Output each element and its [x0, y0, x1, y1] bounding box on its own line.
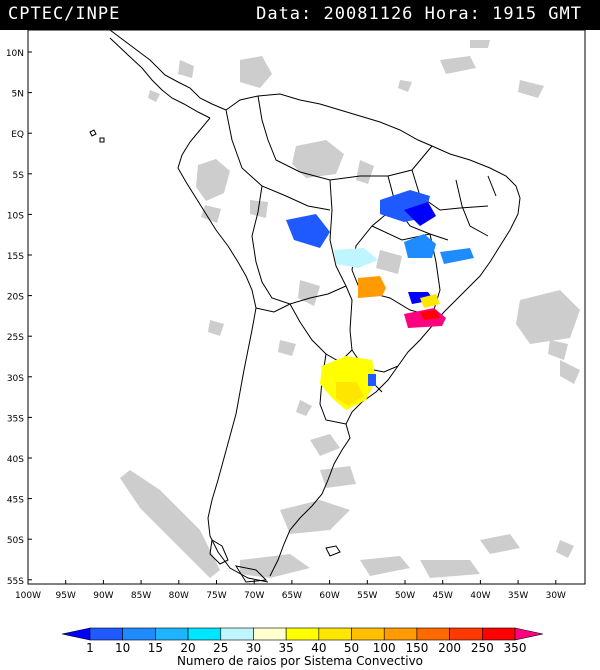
colorbar-tick-label: 15: [148, 641, 163, 655]
cell-blue-uruguay: [368, 374, 376, 386]
lat-label: 5S: [13, 171, 25, 181]
cell-blue-west: [286, 214, 330, 248]
colorbar-tick-label: 250: [471, 641, 494, 655]
colorbar-segment: [416, 627, 450, 641]
lon-label: 30W: [546, 591, 566, 601]
colorbar-tick-label: 1: [86, 641, 94, 655]
colorbar-segment: [253, 627, 287, 641]
cell-red2: [420, 310, 440, 320]
cell-yellow-2: [336, 382, 364, 406]
cell-blue-east: [404, 234, 436, 258]
cell-blue-north2: [404, 202, 436, 226]
colorbar-segment: [89, 627, 123, 641]
cell-blue-east2: [440, 248, 474, 264]
colorbar-segment: [351, 627, 385, 641]
colorbar-tick-label: 100: [373, 641, 396, 655]
colorbar-tick-label: 20: [180, 641, 195, 655]
colorbar-segment: [482, 627, 516, 641]
colorbar-tick-label: 10: [115, 641, 130, 655]
cell-orange: [358, 276, 386, 298]
coastlines: [89, 29, 521, 583]
title-bar: CPTEC/INPE Data: 20081126 Hora: 1915 GMT: [0, 0, 600, 30]
lat-label: 20S: [7, 293, 24, 303]
colorbar-tick-labels: 1 10 15 20 25 30 35 40 50 100 150 200 250 350: [86, 641, 526, 655]
date-value: 20081126: [323, 4, 414, 24]
data-label: Data:: [256, 4, 313, 24]
map-frame: [27, 29, 586, 585]
lon-label: 55W: [357, 591, 377, 601]
lat-label: 25S: [7, 333, 24, 343]
lon-label: 70W: [244, 591, 264, 601]
colorbar-tick-label: 25: [213, 641, 228, 655]
lon-label: 65W: [282, 591, 302, 601]
colorbar-left-arrow: [61, 627, 91, 641]
colorbar-tick-label: 200: [438, 641, 461, 655]
colorbar-title: Numero de raios por Sistema Convectivo: [176, 654, 424, 668]
lat-label: 5N: [12, 90, 24, 100]
colorbar-segment: [383, 627, 418, 641]
lat-label: 55S: [7, 577, 24, 587]
lon-label: 100W: [15, 591, 41, 601]
lat-label: 30S: [7, 374, 24, 384]
colorbar-tick-label: 40: [311, 641, 326, 655]
lat-label: 15S: [7, 252, 24, 262]
time-value: 1915 GMT: [492, 4, 582, 24]
hora-label: Hora:: [424, 4, 481, 24]
lat-label: 10S: [7, 211, 24, 221]
source-label: CPTEC/INPE: [8, 4, 121, 24]
lon-label: 80W: [169, 591, 189, 601]
lon-label: 95W: [56, 591, 76, 601]
lat-label: EQ: [11, 130, 24, 140]
lon-label: 90W: [93, 591, 113, 601]
latitude-labels: 10N 5N EQ 5S 10S 15S 20S 25S 30S 35S 40S 45S 50S 55S: [6, 49, 32, 587]
lat-label: 10N: [6, 49, 24, 59]
lat-label: 35S: [7, 414, 24, 424]
lon-label: 75W: [206, 591, 226, 601]
lat-label: 45S: [7, 496, 24, 506]
longitude-labels: 100W 95W 90W 85W 80W 75W 70W 65W 60W 55W 50W 45W 40W…: [15, 580, 566, 601]
datetime-label: Data: 20081126 Hora: 1915 GMT: [256, 4, 582, 24]
lon-label: 85W: [131, 591, 151, 601]
colorbar-right-arrow: [514, 627, 544, 641]
colorbar-segment: [449, 627, 483, 641]
lon-label: 45W: [433, 591, 453, 601]
colorbar-segment: [155, 627, 189, 641]
colorbar-segment: [285, 627, 320, 641]
colorbar-tick-label: 350: [504, 641, 527, 655]
colorbar-segment: [220, 627, 254, 641]
cell-cyan: [334, 248, 378, 268]
colorbar-segment: [318, 627, 352, 641]
colorbar-tick-label: 35: [279, 641, 294, 655]
lon-label: 50W: [395, 591, 415, 601]
lon-label: 40W: [470, 591, 490, 601]
colorbar-tick-label: 50: [344, 641, 359, 655]
colorbar-segment: [187, 627, 222, 641]
cloud-cover: [120, 40, 580, 578]
colorbar-segment: [122, 627, 156, 641]
lon-label: 35W: [508, 591, 528, 601]
cell-yellow-small: [420, 294, 440, 308]
colorbar: [61, 627, 544, 641]
convective-systems: [286, 190, 474, 410]
lon-label: 60W: [319, 591, 339, 601]
lat-label: 40S: [7, 455, 24, 465]
colorbar-tick-label: 30: [246, 641, 261, 655]
lat-label: 50S: [7, 536, 24, 546]
colorbar-tick-label: 150: [405, 641, 428, 655]
